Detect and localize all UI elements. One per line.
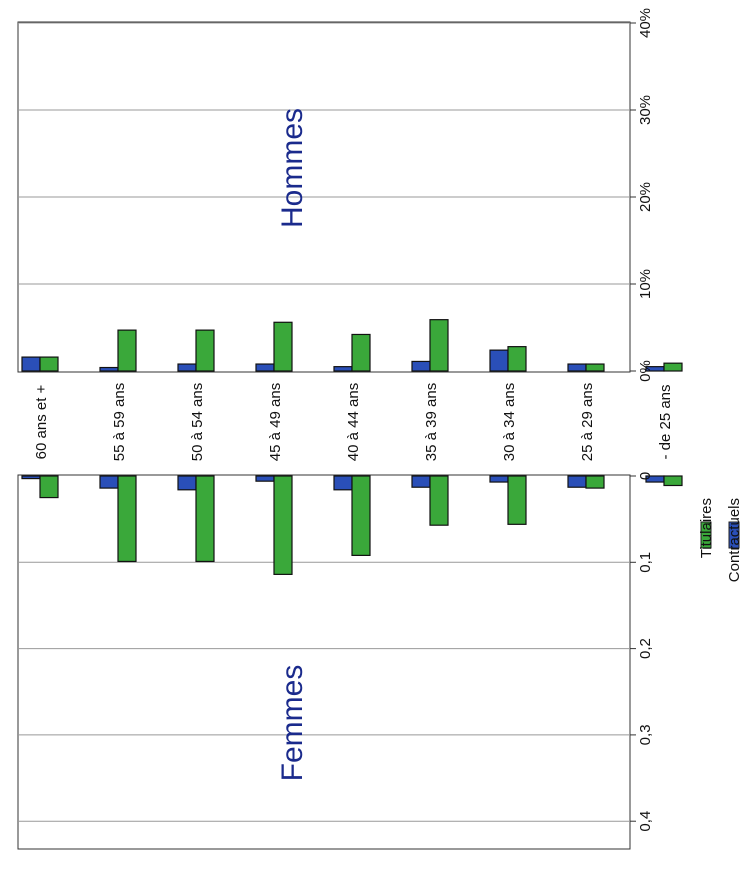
legend-swatch-contractuels <box>728 521 740 549</box>
category-label: 35 à 39 ans <box>423 383 440 461</box>
category-labels: 60 ans et + 55 à 59 ans 50 à 54 ans 45 à 49… <box>33 383 674 461</box>
femmes-tick-label: 0,4 <box>637 811 654 832</box>
femmes-tick-label: 0,1 <box>637 552 654 573</box>
femmes-bar-titulaires <box>117 475 137 563</box>
hommes-bar-titulaires <box>117 329 137 372</box>
legend-swatch-titulaires <box>700 521 712 549</box>
femmes-grid <box>18 561 630 822</box>
legend-label-titulaires: Titulaires <box>698 498 715 558</box>
hommes-bar-titulaires <box>585 363 605 372</box>
hommes-grid <box>18 22 630 285</box>
femmes-bar-titulaires <box>429 475 449 526</box>
hommes-bar-contractuels <box>333 366 353 372</box>
hommes-ticks: 0% 10% 20% 30% 40% <box>630 8 654 382</box>
hommes-bar-contractuels <box>99 366 119 372</box>
hommes-tick-label: 30% <box>637 95 654 125</box>
hommes-bar-titulaires <box>663 362 683 372</box>
femmes-bar-titulaires <box>351 475 371 556</box>
femmes-panel-title: Femmes <box>276 665 309 782</box>
category-label: 60 ans et + <box>33 384 50 459</box>
femmes-bars <box>21 475 683 575</box>
femmes-bar-contractuels <box>255 475 275 482</box>
legend: Titulaires Contractuels <box>698 498 743 582</box>
hommes-tick-label: 20% <box>637 182 654 212</box>
hommes-bar-titulaires <box>351 333 371 372</box>
category-label: 50 à 54 ans <box>189 383 206 461</box>
legend-label-contractuels: Contractuels <box>726 498 743 582</box>
femmes-bar-contractuels <box>411 475 431 488</box>
femmes-plot-frame <box>17 474 631 850</box>
femmes-bar-contractuels <box>99 475 119 489</box>
femmes-bar-contractuels <box>21 475 41 480</box>
hommes-bar-contractuels <box>255 363 275 372</box>
hommes-bar-contractuels <box>411 360 431 372</box>
hommes-bar-contractuels <box>567 363 587 372</box>
femmes-bar-titulaires <box>507 475 527 525</box>
hommes-bar-titulaires <box>195 329 215 372</box>
hommes-bar-contractuels <box>177 363 197 372</box>
hommes-bar-titulaires <box>273 321 293 372</box>
category-label: 30 à 34 ans <box>501 383 518 461</box>
hommes-bar-titulaires <box>429 319 449 372</box>
femmes-bar-contractuels <box>567 475 587 488</box>
hommes-tick-label: 10% <box>637 269 654 299</box>
femmes-bar-contractuels <box>333 475 353 491</box>
femmes-tick-label: 0,3 <box>637 724 654 745</box>
hommes-bar-titulaires <box>39 356 59 372</box>
hommes-tick-label: 0% <box>637 360 654 382</box>
hommes-bars <box>21 319 683 372</box>
femmes-bar-titulaires <box>195 475 215 563</box>
category-label: 40 à 44 ans <box>345 383 362 461</box>
hommes-tick-label: 40% <box>637 8 654 38</box>
hommes-bar-contractuels <box>21 356 41 372</box>
femmes-bar-contractuels <box>177 475 197 491</box>
category-label: - de 25 ans <box>657 384 674 459</box>
femmes-ticks: 0 0,1 0,2 0,3 0,4 <box>630 472 654 832</box>
femmes-tick-label: 0 <box>637 472 654 480</box>
hommes-bar-contractuels <box>489 349 509 372</box>
femmes-tick-label: 0,2 <box>637 638 654 659</box>
hommes-panel-title: Hommes <box>276 108 309 228</box>
femmes-bar-contractuels <box>489 475 509 483</box>
category-label: 25 à 29 ans <box>579 383 596 461</box>
femmes-bar-titulaires <box>39 475 59 499</box>
category-label: 55 à 59 ans <box>111 383 128 461</box>
hommes-bar-titulaires <box>507 346 527 372</box>
femmes-bar-titulaires <box>663 475 683 487</box>
femmes-bar-titulaires <box>273 475 293 575</box>
category-label: 45 à 49 ans <box>267 383 284 461</box>
femmes-bar-titulaires <box>585 475 605 489</box>
